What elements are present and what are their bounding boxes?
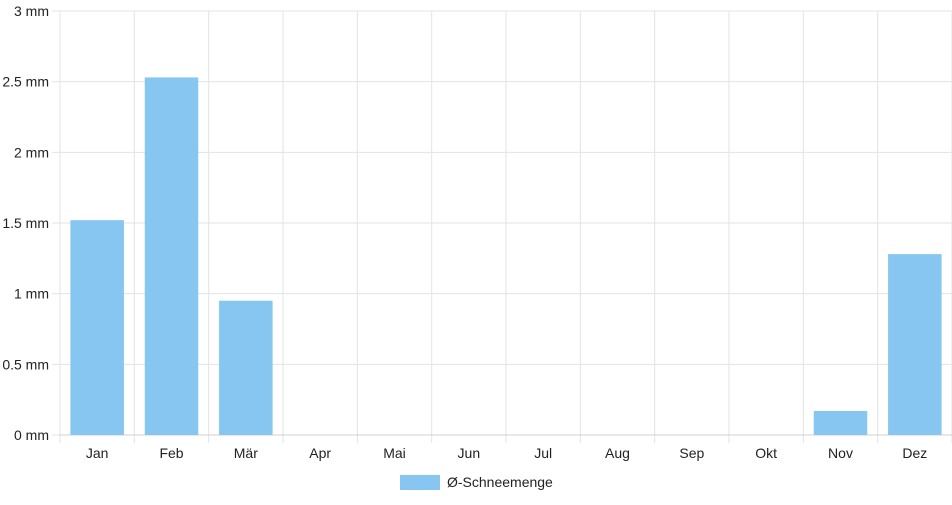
bar-nov[interactable] <box>813 410 868 435</box>
gridlines <box>52 10 952 443</box>
x-tick-label: Okt <box>755 445 777 461</box>
y-tick-label: 3 mm <box>14 3 49 19</box>
y-tick-label: 2 mm <box>14 144 49 160</box>
bars <box>70 77 942 435</box>
legend[interactable]: Ø-Schneemenge <box>400 474 553 490</box>
y-tick-label: 1.5 mm <box>2 215 49 231</box>
legend-swatch <box>400 475 440 490</box>
x-tick-label: Sep <box>679 445 704 461</box>
legend-label: Ø-Schneemenge <box>447 474 553 490</box>
y-tick-label: 0 mm <box>14 427 49 443</box>
y-tick-label: 2.5 mm <box>2 74 49 90</box>
bar-jan[interactable] <box>70 220 124 435</box>
x-tick-label: Feb <box>159 445 183 461</box>
y-axis-ticks: 0 mm 0.5 mm 1 mm 1.5 mm 2 mm 2.5 mm 3 mm <box>2 3 49 443</box>
bar-feb[interactable] <box>144 77 199 435</box>
x-tick-label: Mär <box>234 445 258 461</box>
x-tick-label: Nov <box>828 445 853 461</box>
bar-mär[interactable] <box>219 300 273 435</box>
x-tick-label: Jul <box>534 445 552 461</box>
x-tick-label: Jun <box>458 445 481 461</box>
y-tick-label: 1 mm <box>14 286 49 302</box>
x-tick-label: Jan <box>86 445 109 461</box>
x-axis-ticks: Jan Feb Mär Apr Mai Jun Jul Aug Sep Okt Nov Dez <box>86 445 927 461</box>
x-tick-label: Dez <box>902 445 927 461</box>
x-tick-label: Apr <box>309 445 331 461</box>
y-tick-label: 0.5 mm <box>2 356 49 372</box>
bar-dez[interactable] <box>888 254 942 435</box>
x-tick-label: Aug <box>605 445 630 461</box>
x-tick-label: Mai <box>383 445 406 461</box>
